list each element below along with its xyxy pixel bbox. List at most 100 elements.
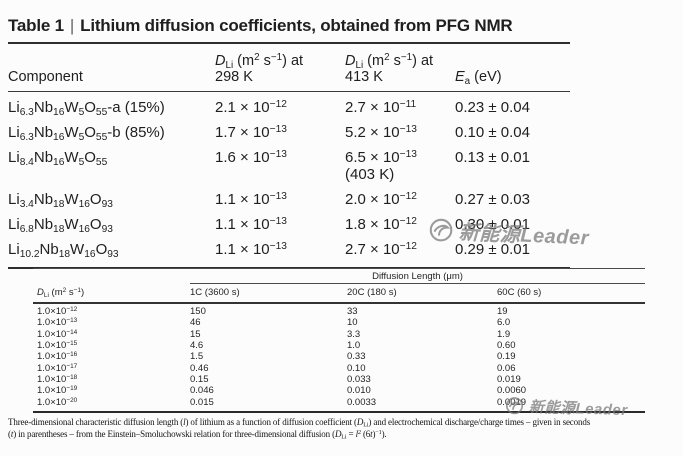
table-row: Li6.3Nb16W5O55-a (15%) 2.1 × 10−12 2.7 ×…: [8, 95, 570, 120]
table-row: Li3.4Nb18W16O93 1.1 × 10−13 2.0 × 10−12 …: [8, 187, 570, 212]
length-60c-cell: 1.9: [497, 328, 511, 340]
d413-cell: 6.5 × 10−13 (403 K): [345, 148, 417, 183]
table-body: Li6.3Nb16W5O55-a (15%) 2.1 × 10−12 2.7 ×…: [8, 92, 570, 269]
d413-cell: 2.7 × 10−11: [345, 98, 417, 116]
dli-cell: 1.0×10−13: [37, 317, 78, 329]
length-20c-cell: 0.10: [347, 362, 366, 374]
length-20c-cell: 1.0: [347, 340, 361, 352]
dli-cell: 1.0×10−17: [37, 362, 78, 374]
table-row: 1.0×10−17 0.46 0.10 0.06: [33, 362, 645, 374]
length-20c-cell: 0.033: [347, 373, 371, 385]
ea-cell: 0.13 ± 0.01: [455, 149, 530, 166]
ea-cell: 0.29 ± 0.01: [455, 241, 530, 258]
table-row: 1.0×10−18 0.15 0.033 0.019: [33, 374, 645, 385]
d298-cell: 1.1 × 10−13: [215, 215, 287, 233]
length-60c-cell: 0.0060: [497, 385, 527, 397]
length-60c-cell: 19: [497, 306, 508, 318]
d298-cell: 1.7 × 10−13: [215, 123, 287, 141]
table-row: 1.0×10−13 46 10 6.0: [33, 317, 645, 328]
d413-cell: 5.2 × 10−13: [345, 123, 417, 141]
component-cell: Li10.2Nb18W16O93: [8, 241, 119, 260]
column-header-60c: 60C (60 s): [497, 287, 542, 298]
table-title: Table 1 | Lithium diffusion coefficients, …: [8, 16, 570, 44]
column-header-d298: DLi (m2 s−1) at 298 K: [215, 52, 304, 85]
d298-cell: 1.1 × 10−13: [215, 190, 287, 208]
table-header-row: DLi (m2 s−1) 1C (3600 s) 20C (180 s) 60C…: [33, 284, 645, 304]
column-header-1c: 1C (3600 s): [190, 287, 240, 298]
title-text: Lithium diffusion coefficients, obtained…: [80, 16, 513, 35]
table-number: Table 1: [8, 16, 64, 35]
title-separator: |: [69, 16, 75, 35]
length-20c-cell: 10: [347, 317, 358, 329]
table-row: 1.0×10−15 4.6 1.0 0.60: [33, 340, 645, 351]
table-row: Li6.8Nb18W16O93 1.1 × 10−13 1.8 × 10−12 …: [8, 212, 570, 237]
length-60c-cell: 0.0019: [497, 396, 527, 408]
length-60c-cell: 0.019: [497, 373, 521, 385]
dli-cell: 1.0×10−15: [37, 339, 78, 352]
dli-cell: 1.0×10−19: [37, 385, 78, 397]
length-20c-cell: 0.33: [347, 351, 366, 363]
ea-cell: 0.30 ± 0.01: [455, 216, 530, 233]
length-60c-cell: 0.06: [497, 362, 516, 374]
length-1c-cell: 46: [190, 317, 201, 329]
length-1c-cell: 15: [190, 328, 201, 340]
footnote-line: Three-dimensional characteristic diffusi…: [8, 417, 591, 429]
dli-cell: 1.0×10−20: [37, 396, 78, 408]
d298-cell: 1.6 × 10−13: [215, 148, 287, 166]
table-row: 1.0×10−19 0.046 0.010 0.0060: [33, 385, 645, 396]
length-20c-cell: 0.0033: [347, 396, 377, 408]
length-1c-cell: 150: [190, 306, 206, 318]
table-row: Li6.3Nb16W5O55-b (85%) 1.7 × 10−13 5.2 ×…: [8, 120, 570, 145]
dli-cell: 1.0×10−12: [37, 305, 78, 318]
length-60c-cell: 0.60: [497, 340, 516, 352]
footnote-line: (t) in parentheses – from the Einstein–S…: [8, 428, 387, 441]
length-1c-cell: 0.46: [190, 362, 209, 374]
d413-cell: 2.0 × 10−12: [345, 190, 417, 208]
dli-cell: 1.0×10−18: [37, 373, 78, 385]
column-header-ea: Ea (eV): [455, 69, 502, 87]
column-header-d413: DLi (m2 s−1) at 413 K: [345, 52, 434, 85]
table-row: Li10.2Nb18W16O93 1.1 × 10−13 2.7 × 10−12…: [8, 237, 570, 262]
length-1c-cell: 0.015: [190, 396, 214, 408]
table-row: 1.0×10−14 15 3.3 1.9: [33, 329, 645, 340]
length-60c-cell: 6.0: [497, 317, 511, 329]
table-footnote: Three-dimensional characteristic diffusi…: [8, 417, 680, 440]
length-1c-cell: 0.15: [190, 373, 209, 385]
d298-cell: 2.1 × 10−12: [215, 98, 287, 116]
column-header-component: Component: [8, 69, 83, 85]
span-header-row: Diffusion Length (μm): [33, 269, 645, 284]
table-row: 1.0×10−20 0.015 0.0033 0.0019: [33, 396, 645, 408]
ea-cell: 0.27 ± 0.03: [455, 191, 530, 208]
length-1c-cell: 4.6: [190, 340, 204, 352]
table-row: Li8.4Nb16W5O55 1.6 × 10−13 6.5 × 10−13 (4…: [8, 145, 570, 187]
component-cell: Li6.3Nb16W5O55-b (85%): [8, 124, 165, 143]
span-header-diffusion-length: Diffusion Length (μm): [190, 269, 645, 284]
component-cell: Li8.4Nb16W5O55: [8, 149, 108, 168]
table-row: 1.0×10−12 150 33 19: [33, 306, 645, 317]
ea-cell: 0.23 ± 0.04: [455, 99, 530, 116]
dli-cell: 1.0×10−14: [37, 328, 78, 340]
length-1c-cell: 0.046: [190, 385, 214, 397]
length-1c-cell: 1.5: [190, 351, 204, 363]
length-20c-cell: 0.010: [347, 385, 371, 397]
diffusion-length-table: Diffusion Length (μm) DLi (m2 s−1) 1C (3…: [33, 268, 645, 413]
ea-cell: 0.10 ± 0.04: [455, 124, 530, 141]
d298-cell: 1.1 × 10−13: [215, 240, 287, 258]
component-cell: Li6.3Nb16W5O55-a (15%): [8, 99, 165, 118]
table-header-row: Component DLi (m2 s−1) at 298 K DLi (m2 s…: [8, 44, 570, 92]
component-cell: Li3.4Nb18W16O93: [8, 191, 113, 210]
coefficients-table: Table 1 | Lithium diffusion coefficients, …: [8, 16, 570, 269]
d413-cell: 1.8 × 10−12: [345, 215, 417, 233]
length-20c-cell: 33: [347, 306, 358, 318]
component-cell: Li6.8Nb18W16O93: [8, 216, 113, 235]
table-row: 1.0×10−16 1.5 0.33 0.19: [33, 351, 645, 362]
d413-cell: 2.7 × 10−12: [345, 240, 417, 258]
column-header-20c: 20C (180 s): [347, 287, 397, 298]
column-header-dli: DLi (m2 s−1): [37, 286, 85, 299]
length-20c-cell: 3.3: [347, 328, 361, 340]
dli-cell: 1.0×10−16: [37, 351, 78, 363]
table-body: 1.0×10−12 150 33 19 1.0×10−13 46 10 6.0 …: [33, 304, 645, 413]
length-60c-cell: 0.19: [497, 351, 516, 363]
span-header-spacer: [33, 269, 190, 284]
